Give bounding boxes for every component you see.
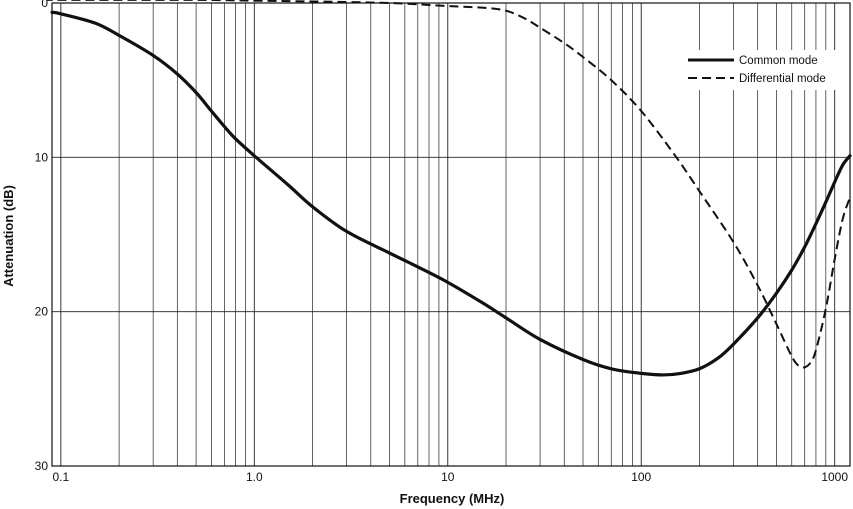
tick-labels: 0.1 1.0 10 100 1000 0 10 20 30 xyxy=(35,0,849,484)
y-tick-label: 30 xyxy=(35,459,49,473)
x-tick-label: 100 xyxy=(631,470,651,484)
legend-box xyxy=(678,50,844,90)
y-tick-label: 0 xyxy=(41,0,48,10)
plot-border xyxy=(51,2,851,467)
y-tick-label: 10 xyxy=(35,150,49,164)
legend-label-differential: Differential mode xyxy=(739,73,826,85)
x-tick-label: 1000 xyxy=(821,470,848,484)
y-axis-title: Attenuation (dB) xyxy=(1,185,16,287)
x-tick-label: 10 xyxy=(441,470,455,484)
plot-frame xyxy=(51,2,851,467)
series-line-differential-mode xyxy=(46,0,851,369)
y-tick-label: 20 xyxy=(35,305,49,319)
series-line-common-mode xyxy=(50,10,852,377)
legend: Common mode Differential mode xyxy=(678,50,844,90)
x-tick-label: 0.1 xyxy=(53,470,70,484)
legend-label-common: Common mode xyxy=(739,55,818,67)
series-group xyxy=(46,0,852,377)
x-tick-label: 1.0 xyxy=(246,470,263,484)
x-axis-title: Frequency (MHz) xyxy=(400,491,505,506)
